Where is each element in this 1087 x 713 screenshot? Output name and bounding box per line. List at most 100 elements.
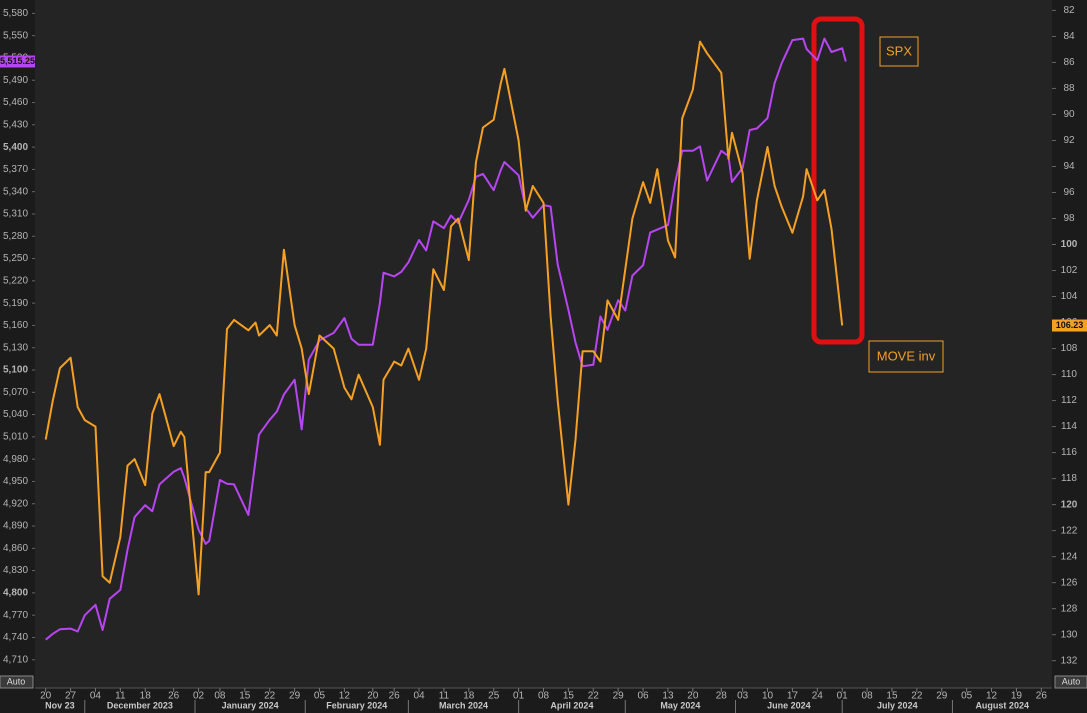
annotation-box bbox=[879, 36, 919, 67]
month-label: August 2024 bbox=[975, 700, 1029, 710]
month-label: April 2024 bbox=[550, 700, 593, 710]
y-tick-label: 4,770 bbox=[3, 610, 28, 621]
y-tick-label: 5,400 bbox=[3, 142, 28, 153]
y-tick-label: 5,250 bbox=[3, 253, 28, 264]
y-tick-label: 4,890 bbox=[3, 521, 28, 532]
y2-tick-label: 96 bbox=[1063, 187, 1075, 198]
x-tick-label: 19 bbox=[1011, 691, 1023, 702]
last-value-tag bbox=[1052, 319, 1087, 332]
x-tick-label: 25 bbox=[488, 691, 500, 702]
x-tick-label: 27 bbox=[65, 691, 77, 702]
y-tick-label: 5,310 bbox=[3, 209, 28, 220]
series-annotation: MOVE inv bbox=[877, 348, 936, 363]
y-tick-label: 5,070 bbox=[3, 387, 28, 398]
y2-tick-label: 90 bbox=[1063, 109, 1075, 120]
y2-tick-label: 118 bbox=[1061, 473, 1077, 484]
x-tick-label: 08 bbox=[214, 691, 226, 702]
y-tick-label: 4,740 bbox=[3, 632, 28, 643]
y-tick-label: 4,830 bbox=[3, 565, 28, 576]
y-tick-label: 5,160 bbox=[3, 320, 28, 331]
annotation-box bbox=[868, 340, 944, 373]
y2-tick-label: 124 bbox=[1061, 551, 1078, 562]
y2-tick-label: 116 bbox=[1061, 447, 1077, 458]
y2-tick-label: 104 bbox=[1061, 291, 1078, 302]
y-tick-label: 5,430 bbox=[3, 119, 28, 130]
x-tick-label: 02 bbox=[193, 691, 205, 702]
y-tick-label: 4,860 bbox=[3, 543, 28, 554]
x-tick-label: 26 bbox=[168, 691, 180, 702]
x-tick-label: 11 bbox=[115, 691, 126, 702]
scale-button-label[interactable]: Auto bbox=[1062, 676, 1081, 686]
y2-tick-label: 86 bbox=[1063, 57, 1075, 68]
x-tick-label: 29 bbox=[613, 691, 625, 702]
y-tick-label: 4,950 bbox=[3, 476, 28, 487]
x-tick-label: 15 bbox=[239, 691, 251, 702]
x-tick-label: 20 bbox=[687, 691, 699, 702]
series-annotation: SPX bbox=[886, 43, 912, 58]
x-tick-label: 04 bbox=[90, 691, 102, 702]
x-tick-label: 20 bbox=[367, 691, 379, 702]
plot-area bbox=[35, 0, 1052, 688]
x-tick-label: 22 bbox=[588, 691, 600, 702]
y-tick-label: 4,710 bbox=[3, 654, 28, 665]
month-label: February 2024 bbox=[326, 700, 387, 710]
x-tick-label: 11 bbox=[439, 691, 450, 702]
y2-tick-label: 102 bbox=[1061, 265, 1078, 276]
y2-tick-label: 126 bbox=[1061, 577, 1078, 588]
scale-button[interactable] bbox=[0, 675, 34, 689]
month-label: December 2023 bbox=[107, 700, 173, 710]
x-tick-label: 04 bbox=[413, 691, 425, 702]
y-tick-label: 5,280 bbox=[3, 231, 28, 242]
x-tick-label: 01 bbox=[837, 691, 849, 702]
y2-tick-label: 110 bbox=[1061, 369, 1077, 380]
x-tick-label: 08 bbox=[538, 691, 550, 702]
y-tick-label: 5,490 bbox=[3, 75, 28, 86]
y-tick-label: 5,010 bbox=[3, 432, 28, 443]
y-tick-label: 4,920 bbox=[3, 498, 28, 509]
y2-tick-label: 130 bbox=[1061, 629, 1078, 640]
y-tick-label: 5,340 bbox=[3, 186, 28, 197]
scale-button[interactable] bbox=[1054, 675, 1087, 689]
y2-tick-label: 132 bbox=[1061, 655, 1078, 666]
x-tick-label: 24 bbox=[812, 691, 824, 702]
x-tick-label: 29 bbox=[289, 691, 301, 702]
x-tick-label: 18 bbox=[140, 691, 152, 702]
x-tick-label: 28 bbox=[716, 691, 728, 702]
month-label: May 2024 bbox=[660, 700, 700, 710]
y2-tick-label: 128 bbox=[1061, 603, 1078, 614]
y2-tick-label: 108 bbox=[1061, 343, 1078, 354]
x-tick-label: 15 bbox=[563, 691, 575, 702]
last-value-tag bbox=[0, 55, 35, 68]
y-tick-label: 5,190 bbox=[3, 298, 28, 309]
scale-button-label[interactable]: Auto bbox=[7, 676, 26, 686]
x-tick-label: 05 bbox=[314, 691, 326, 702]
x-tick-label: 20 bbox=[40, 691, 52, 702]
x-tick-label: 26 bbox=[389, 691, 401, 702]
series-line bbox=[44, 40, 844, 596]
x-tick-label: 29 bbox=[936, 691, 948, 702]
month-label: July 2024 bbox=[877, 700, 918, 710]
y2-tick-label: 92 bbox=[1063, 135, 1075, 146]
series-line bbox=[45, 37, 847, 641]
y2-tick-label: 114 bbox=[1061, 421, 1077, 432]
y-tick-label: 4,980 bbox=[3, 454, 28, 465]
x-tick-label: 10 bbox=[762, 691, 774, 702]
x-tick-label: 17 bbox=[787, 691, 799, 702]
y2-tick-label: 82 bbox=[1063, 5, 1075, 16]
y2-tick-label: 98 bbox=[1063, 213, 1075, 224]
y2-tick-label: 100 bbox=[1061, 239, 1078, 250]
month-label: March 2024 bbox=[439, 700, 488, 710]
x-tick-label: 18 bbox=[463, 691, 475, 702]
y2-tick-label: 122 bbox=[1061, 525, 1078, 536]
y-tick-label: 5,460 bbox=[3, 97, 28, 108]
x-tick-label: 01 bbox=[513, 691, 525, 702]
y2-tick-label: 88 bbox=[1063, 83, 1075, 94]
y2-tick-label: 112 bbox=[1061, 395, 1077, 406]
y-tick-label: 4,800 bbox=[3, 588, 28, 599]
y-tick-label: 5,100 bbox=[3, 365, 28, 376]
x-tick-label: 26 bbox=[1036, 691, 1048, 702]
y-tick-label: 5,220 bbox=[3, 275, 28, 286]
x-tick-label: 15 bbox=[886, 691, 898, 702]
